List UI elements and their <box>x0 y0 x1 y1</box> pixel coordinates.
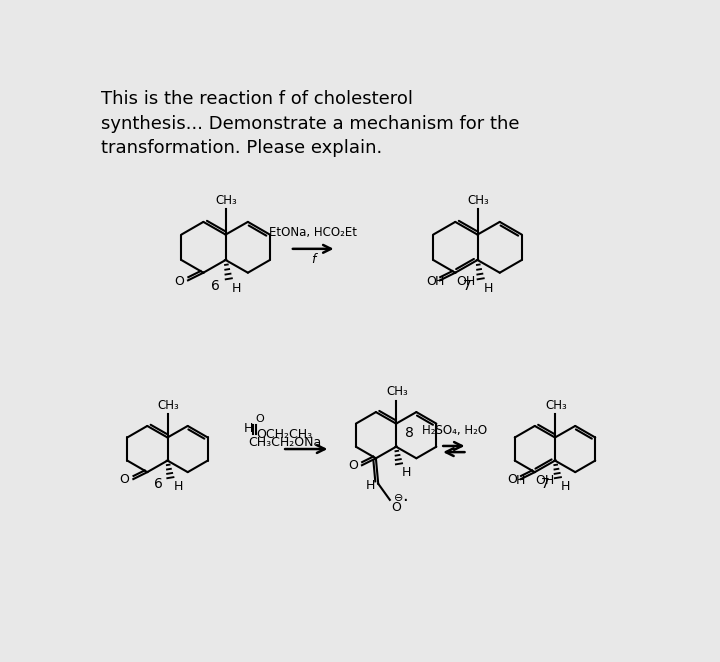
Text: ·: · <box>402 493 408 510</box>
Text: H: H <box>366 479 375 492</box>
Text: OH: OH <box>456 275 475 288</box>
Text: O: O <box>120 473 130 487</box>
Text: 6: 6 <box>211 279 220 293</box>
Text: 7: 7 <box>463 279 472 293</box>
Text: H: H <box>174 480 183 493</box>
Text: EtONa, HCO₂Et: EtONa, HCO₂Et <box>269 226 357 239</box>
Text: H: H <box>402 466 411 479</box>
Text: H: H <box>435 275 444 288</box>
Text: 8: 8 <box>405 426 414 440</box>
Text: H: H <box>516 474 525 487</box>
Text: 6: 6 <box>154 477 163 491</box>
Text: ⊖: ⊖ <box>394 493 403 503</box>
Text: OH: OH <box>535 474 554 487</box>
Text: CH₃: CH₃ <box>467 194 489 207</box>
Text: H: H <box>561 480 570 493</box>
Text: CH₃: CH₃ <box>215 194 238 207</box>
Text: H: H <box>232 281 241 295</box>
Text: O: O <box>174 275 184 287</box>
Text: H: H <box>484 281 493 295</box>
Text: CH₃: CH₃ <box>386 385 408 399</box>
Text: H: H <box>243 422 253 435</box>
Text: OCH₂CH₃: OCH₂CH₃ <box>256 428 312 441</box>
Text: O: O <box>348 459 358 473</box>
Text: O: O <box>426 275 436 287</box>
Text: f: f <box>311 254 315 267</box>
Text: CH₃: CH₃ <box>545 399 567 412</box>
Text: CH₃CH₂ONa: CH₃CH₂ONa <box>248 436 321 449</box>
Text: O: O <box>507 473 517 487</box>
Text: O: O <box>392 501 401 514</box>
Text: 7: 7 <box>541 477 550 491</box>
Text: H₂SO₄, H₂O: H₂SO₄, H₂O <box>422 424 487 438</box>
Text: This is the reaction f of cholesterol
synthesis... Demonstrate a mechanism for t: This is the reaction f of cholesterol sy… <box>101 90 519 157</box>
Text: O: O <box>256 414 265 424</box>
Text: CH₃: CH₃ <box>158 399 179 412</box>
